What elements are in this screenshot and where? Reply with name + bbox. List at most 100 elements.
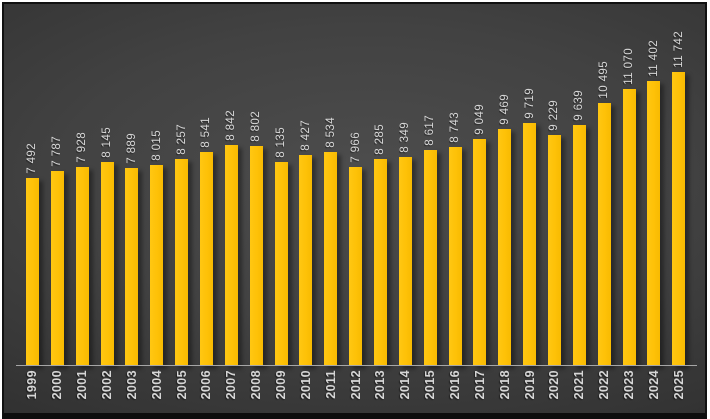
value-label: 11 742 — [672, 31, 685, 68]
bar-column: 8 427 2010 — [293, 4, 318, 413]
value-label: 7 787 — [51, 136, 64, 167]
year-axis-label: 2021 — [572, 370, 587, 400]
year-axis-label: 2020 — [547, 370, 562, 400]
bar[interactable] — [299, 155, 313, 366]
bar-column: 8 617 2015 — [418, 4, 443, 413]
bar-column: 8 541 2006 — [194, 4, 219, 413]
bar-column: 7 928 2001 — [70, 4, 95, 413]
year-axis-label: 2008 — [249, 370, 264, 400]
bar[interactable] — [199, 152, 213, 366]
bar-column: 8 743 2016 — [443, 4, 468, 413]
bar-column: 8 842 2007 — [219, 4, 244, 413]
value-label: 9 049 — [473, 104, 486, 135]
bar[interactable] — [100, 162, 114, 366]
bar[interactable] — [473, 139, 487, 366]
bar[interactable] — [224, 145, 238, 366]
bar-column: 8 135 2009 — [269, 4, 294, 413]
value-label: 8 743 — [449, 112, 462, 143]
bar[interactable] — [175, 159, 189, 366]
value-label: 8 257 — [175, 124, 188, 155]
bar[interactable] — [50, 171, 64, 366]
bar[interactable] — [622, 89, 636, 366]
year-axis-label: 2014 — [398, 370, 413, 400]
plot-area: 7 492 1999 7 787 2000 7 928 2001 8 145 2002 7 88… — [20, 4, 691, 413]
bar[interactable] — [75, 167, 89, 366]
bar[interactable] — [349, 167, 363, 366]
bar[interactable] — [647, 81, 661, 366]
value-label: 7 492 — [26, 143, 39, 174]
year-axis-label: 2013 — [373, 370, 388, 400]
value-label: 8 145 — [101, 127, 113, 158]
year-axis-label: 2001 — [75, 370, 90, 400]
value-label: 8 015 — [150, 130, 163, 161]
value-label: 11 070 — [623, 48, 636, 85]
year-axis-label: 2018 — [497, 370, 512, 400]
year-axis-label: 2022 — [597, 370, 612, 400]
value-label: 8 534 — [324, 117, 337, 148]
bar[interactable] — [498, 129, 512, 366]
bar[interactable] — [597, 103, 611, 366]
bar[interactable] — [448, 147, 462, 366]
bar-column: 8 257 2005 — [169, 4, 194, 413]
bar-column: 9 469 2018 — [492, 4, 517, 413]
bar[interactable] — [373, 159, 387, 366]
year-axis-label: 2025 — [671, 370, 686, 400]
bar[interactable] — [398, 157, 412, 366]
year-axis-label: 2016 — [448, 370, 463, 400]
bar-column: 9 229 2020 — [542, 4, 567, 413]
value-label: 8 135 — [275, 127, 288, 158]
bar[interactable] — [25, 178, 39, 366]
bar[interactable] — [150, 165, 164, 366]
bar[interactable] — [572, 125, 586, 366]
value-label: 9 469 — [498, 94, 511, 125]
bar-column: 11 070 2023 — [617, 4, 642, 413]
bar-column: 8 349 2014 — [393, 4, 418, 413]
bar-column: 9 049 2017 — [467, 4, 492, 413]
bar-column: 8 802 2008 — [244, 4, 269, 413]
value-label: 9 229 — [548, 100, 561, 131]
bar-column: 9 639 2021 — [567, 4, 592, 413]
value-label: 9 719 — [523, 88, 536, 119]
bar-column: 10 495 2022 — [592, 4, 617, 413]
year-axis-label: 2006 — [199, 370, 214, 400]
year-axis-label: 2007 — [224, 370, 239, 400]
bar-column: 8 145 2002 — [95, 4, 120, 413]
value-label: 8 802 — [250, 111, 263, 142]
year-axis-label: 2009 — [274, 370, 289, 400]
bar-column: 7 889 2003 — [119, 4, 144, 413]
value-label: 7 966 — [349, 132, 362, 163]
year-axis-label: 2003 — [124, 370, 139, 400]
year-axis-label: 2002 — [100, 370, 114, 400]
bar[interactable] — [523, 123, 537, 366]
year-axis-label: 2011 — [323, 370, 338, 399]
value-label: 8 617 — [424, 115, 437, 146]
value-label: 11 402 — [647, 40, 660, 77]
bar[interactable] — [547, 135, 561, 366]
bar[interactable] — [125, 168, 139, 366]
bar-column: 9 719 2019 — [517, 4, 542, 413]
bar[interactable] — [672, 72, 686, 366]
value-label: 8 285 — [374, 124, 387, 155]
year-axis-label: 2010 — [298, 370, 313, 400]
value-label: 8 427 — [299, 120, 312, 151]
bar[interactable] — [423, 150, 437, 366]
value-label: 8 541 — [200, 117, 213, 148]
value-label: 7 889 — [125, 133, 138, 164]
bar[interactable] — [324, 152, 338, 366]
bar-column: 7 787 2000 — [45, 4, 70, 413]
bar-column: 7 966 2012 — [343, 4, 368, 413]
bar[interactable] — [274, 162, 288, 366]
year-axis-label: 2005 — [174, 370, 189, 400]
bar-column: 8 015 2004 — [144, 4, 169, 413]
year-axis-label: 2000 — [50, 370, 65, 400]
value-label: 8 349 — [399, 122, 412, 153]
value-label: 8 842 — [225, 110, 238, 141]
bar[interactable] — [249, 146, 263, 366]
bar-column: 7 492 1999 — [20, 4, 45, 413]
value-label: 9 639 — [573, 90, 586, 121]
year-axis-label: 2024 — [646, 370, 661, 400]
year-axis-label: 2015 — [423, 370, 438, 400]
value-label: 7 928 — [76, 132, 89, 163]
x-axis-line — [16, 365, 697, 366]
bar-column: 11 402 2024 — [641, 4, 666, 413]
